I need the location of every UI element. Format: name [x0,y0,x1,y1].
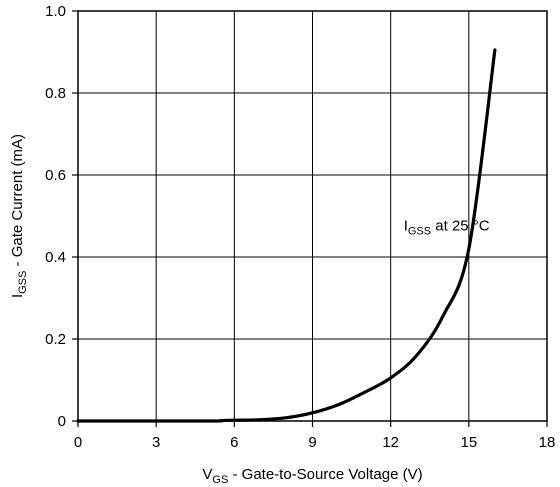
y-tick-label: 0 [58,413,66,430]
x-tick-label: 9 [308,434,316,451]
grid [78,11,547,421]
x-tick-label: 18 [539,434,556,451]
y-tick-label: 1.0 [45,3,66,20]
y-axis-label-sub: GSS [17,271,29,294]
y-tick-label: 0.6 [45,167,66,184]
y-axis-label-rest: - Gate Current (mA) [9,134,26,271]
x-tick-label: 12 [382,434,399,451]
y-tick-label: 0.8 [45,85,66,102]
annotation-rest: at 25 °C [431,217,490,234]
y-tick-label: 0.2 [45,331,66,348]
annotation-label: IGSS at 25 °C [404,217,490,237]
annotation-sub: GSS [408,225,431,237]
x-axis-label: VGS - Gate-to-Source Voltage (V) [202,466,422,486]
x-tick-label: 15 [460,434,477,451]
series-line [76,48,497,423]
x-axis-ticks: 0 3 6 9 12 15 18 [74,421,556,451]
x-tick-label: 6 [230,434,238,451]
y-tick-label: 0.4 [45,249,66,266]
x-tick-label: 3 [152,434,160,451]
x-axis-label-main: V [202,466,212,483]
y-axis-label-main: I [9,294,26,298]
y-axis-ticks: 0 0.2 0.4 0.6 0.8 1.0 [45,3,78,430]
x-axis-label-rest: - Gate-to-Source Voltage (V) [228,466,422,483]
x-axis-label-sub: GS [212,474,228,486]
x-tick-label: 0 [74,434,82,451]
annotation-main: I [404,217,408,234]
y-axis-label: IGSS - Gate Current (mA) [9,134,29,298]
